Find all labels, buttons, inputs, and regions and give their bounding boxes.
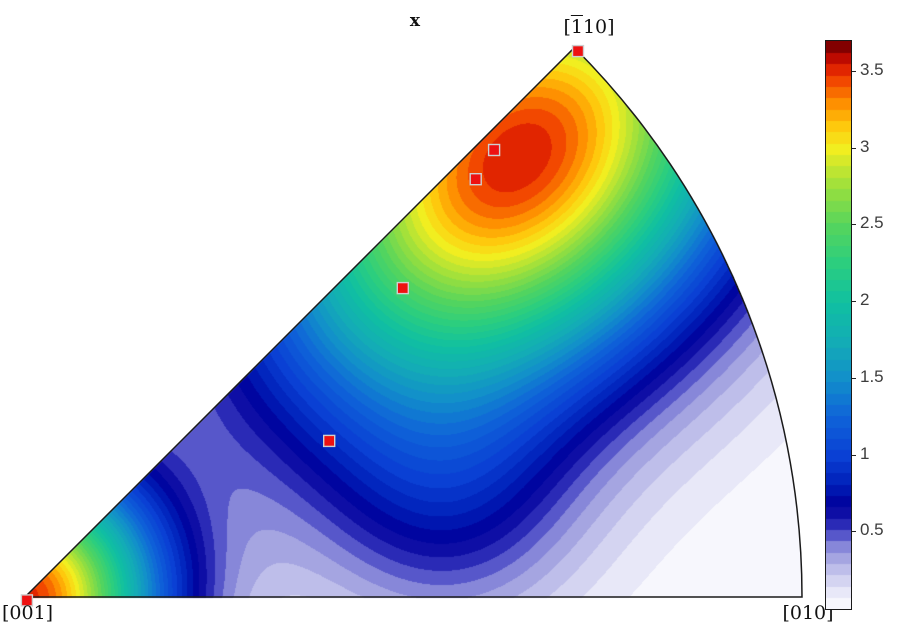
colorbar-tick-mark	[852, 301, 856, 302]
colorbar-tick-label: 1.5	[860, 366, 884, 386]
colorbar-tick-mark	[852, 377, 856, 379]
corner-label-m110-open: [	[563, 16, 571, 38]
data-marker	[20, 594, 34, 607]
data-marker	[571, 44, 585, 58]
colorbar-tick-mark	[852, 454, 856, 456]
colorbar-tick-mark	[852, 70, 856, 72]
corner-label-001: [001]	[2, 602, 54, 624]
colorbar	[825, 40, 852, 610]
colorbar-tick-label: 2	[860, 290, 870, 309]
colorbar-tick-label: 0.5	[860, 520, 884, 540]
data-markers	[20, 44, 585, 607]
colorbar-tick-mark	[852, 224, 856, 226]
colorbar-tick-label: 3.5	[860, 59, 884, 79]
corner-label-m110-overbar: 1	[570, 16, 583, 38]
corner-label-m110: [110]	[560, 17, 618, 38]
colorbar-tick-label: 1	[860, 443, 870, 463]
corner-label-010: [010]	[782, 602, 834, 624]
colorbar-tick-mark	[852, 147, 856, 149]
plot-title: x	[409, 11, 421, 31]
data-marker	[323, 434, 336, 448]
colorbar-gradient	[826, 41, 851, 609]
colorbar-tick-mark	[852, 531, 856, 533]
data-marker	[469, 172, 482, 186]
data-marker	[487, 143, 501, 157]
sector-outline	[23, 46, 803, 598]
colorbar-tick-label: 2.5	[860, 213, 884, 233]
corner-label-m110-rest: 10]	[582, 16, 615, 38]
data-marker	[396, 281, 409, 295]
colorbar-tick-label: 3	[860, 136, 870, 156]
